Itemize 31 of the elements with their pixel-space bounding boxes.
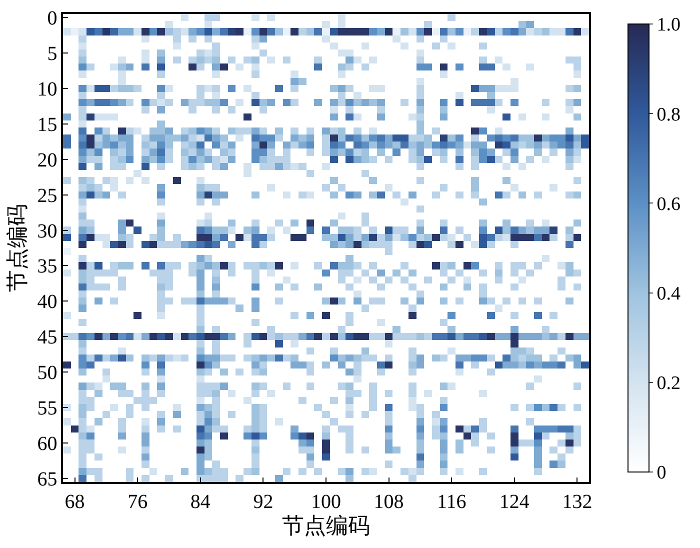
x-tick-label: 124: [499, 490, 530, 513]
x-tick-label: 132: [562, 490, 592, 513]
y-tick-label: 5: [47, 43, 58, 65]
y-tick-label: 0: [47, 8, 58, 30]
y-tick-label: 55: [37, 398, 58, 420]
color-bar-label: 0.6: [656, 194, 681, 215]
x-tick-label: 100: [311, 490, 341, 513]
x-tick-label: 108: [374, 490, 404, 513]
x-axis-title: 节点编码: [282, 513, 370, 538]
color-bar-label: 0.8: [656, 104, 681, 126]
y-tick-label: 25: [37, 184, 58, 207]
x-tick-label: 116: [436, 490, 466, 513]
color-bar-label: 0.2: [656, 373, 681, 394]
y-tick-label: 45: [37, 326, 58, 349]
color-bar-label: 0.4: [656, 283, 682, 304]
color-bar-label: 1.0: [656, 14, 681, 36]
y-tick-label: 15: [37, 114, 58, 136]
color-bar-label: 0: [656, 462, 666, 484]
x-tick-label: 68: [64, 490, 85, 513]
x-tick-label: 76: [128, 490, 148, 513]
y-tick-label: 65: [37, 468, 58, 490]
y-axis-title: 节点编码: [4, 204, 30, 292]
y-tick-label: 60: [37, 433, 58, 455]
x-tick-label: 84: [190, 490, 210, 513]
x-tick-label: 92: [253, 490, 274, 513]
y-tick-label: 30: [37, 220, 58, 242]
y-tick-label: 35: [37, 256, 58, 278]
y-tick-label: 10: [37, 78, 58, 100]
y-tick-label: 50: [37, 362, 58, 384]
y-tick-label: 40: [37, 291, 58, 314]
y-tick-label: 20: [37, 149, 58, 172]
